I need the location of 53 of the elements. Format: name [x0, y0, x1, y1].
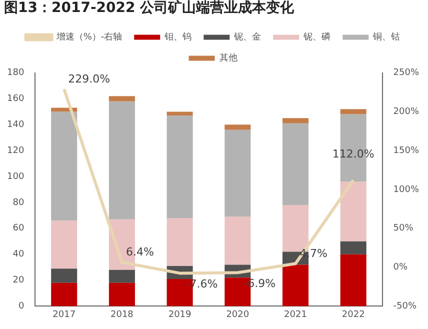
bar	[282, 118, 309, 124]
bar	[166, 116, 193, 218]
bar	[108, 270, 135, 283]
y-tick-label: 80	[12, 198, 24, 208]
bar	[51, 220, 78, 269]
y-tick-label: 180	[6, 68, 24, 78]
x-tick-label: 2021	[284, 310, 307, 320]
bar	[224, 216, 251, 265]
bar	[166, 218, 193, 266]
y2-tick-label: 0%	[393, 262, 408, 273]
bar	[340, 182, 366, 242]
y-tick-label: 140	[6, 120, 24, 130]
bar	[51, 268, 78, 283]
bar	[340, 241, 366, 254]
legend-label: 钼、钨	[164, 32, 192, 43]
data-label: 229.0%	[68, 72, 110, 86]
bar	[282, 123, 309, 206]
legend-label: 铜、钴	[372, 32, 400, 43]
legend-label: 增速（%）-右轴	[55, 32, 122, 43]
y-tick-label: 100	[6, 172, 24, 182]
y2-tick-label: -50%	[393, 302, 417, 312]
y-tick-label: 160	[6, 94, 24, 104]
bar	[340, 109, 366, 114]
y2-tick-label: 100%	[393, 184, 420, 195]
y-tick-label: 20	[12, 276, 24, 286]
bar	[51, 282, 78, 306]
x-tick-label: 2017	[52, 310, 76, 320]
legend-label: 铌、磷	[302, 32, 331, 43]
x-tick-label: 2019	[168, 310, 192, 320]
y-tick-label: 0	[18, 302, 24, 312]
bar	[108, 96, 135, 102]
x-tick-label: 2018	[110, 310, 134, 320]
bar	[224, 130, 251, 217]
legend-label: 其他	[219, 52, 238, 64]
bar	[166, 112, 193, 116]
y2-tick-label: 200%	[393, 107, 420, 118]
y2-tick-label: 250%	[393, 68, 420, 78]
data-label: 6.4%	[126, 246, 154, 259]
bar	[224, 124, 251, 130]
y2-tick-label: 50%	[393, 224, 414, 234]
legend-label: 铌、金	[233, 32, 262, 43]
bar	[340, 254, 366, 306]
x-tick-label: 2020	[226, 310, 250, 320]
y-tick-label: 60	[12, 224, 24, 234]
x-tick-label: 2022	[342, 310, 365, 320]
y-tick-label: 120	[6, 146, 24, 156]
bar	[108, 282, 135, 306]
chart-title: 图13：2017-2022 公司矿山端营业成本变化	[4, 0, 296, 16]
bar	[282, 264, 309, 306]
bar	[51, 112, 78, 221]
y-tick-label: 40	[12, 250, 24, 260]
bar	[108, 101, 135, 220]
y2-tick-label: 150%	[393, 146, 420, 156]
